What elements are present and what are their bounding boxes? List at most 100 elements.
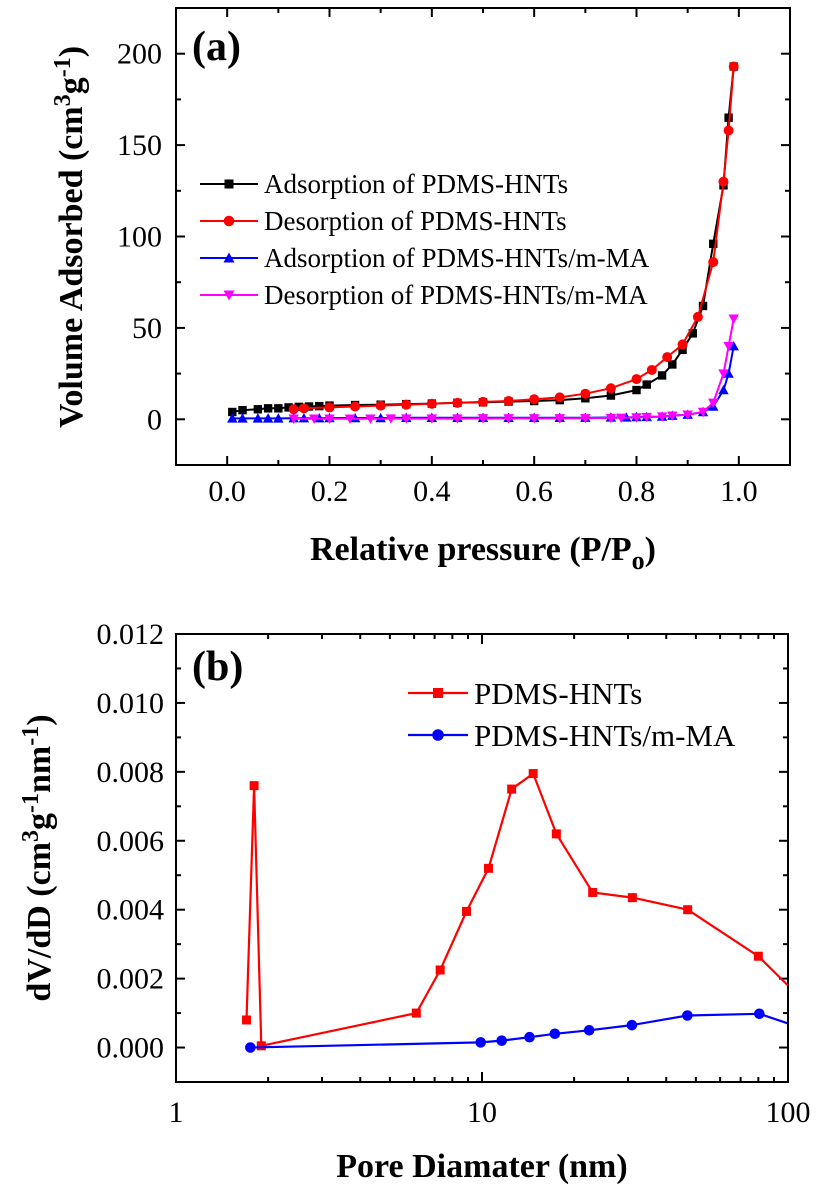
data-point [642,380,651,389]
legend-marker [433,688,443,698]
panel-label-a: (a) [192,24,241,70]
y-tick-label: 0.010 [97,687,165,720]
data-point [288,404,299,415]
data-point [274,404,283,413]
x-tick-label: 0.8 [618,475,656,508]
x-tick-label: 100 [766,1096,811,1129]
data-point [496,1035,508,1046]
data-point [605,413,617,424]
data-point [662,352,673,363]
y-tick-label: 200 [117,38,162,71]
data-point [754,1008,765,1020]
data-point [252,413,264,423]
data-point [656,412,668,422]
x-tick-label: 0.0 [208,475,246,508]
legend-label: Desorption of PDMS-HNTs [264,206,567,236]
data-point [708,257,719,268]
legend-label: PDMS-HNTs [474,676,642,711]
data-point [263,404,273,413]
data-point [615,413,627,424]
data-point [227,413,238,423]
data-point [728,340,739,351]
data-point [753,951,763,961]
data-point [631,413,642,423]
data-point [683,905,693,915]
data-point [273,413,284,423]
data-point [668,360,677,369]
series-3 [288,314,739,424]
data-point [298,413,310,423]
data-point [315,401,324,411]
data-point [411,1008,421,1018]
data-point [718,384,729,395]
y-tick-label: 0.006 [97,825,165,858]
x-tick-label: 1 [169,1096,184,1129]
data-point [698,301,708,311]
data-point [245,1042,256,1053]
chart-b-pore-distribution: 1 10 100 0.000 0.002 0.004 0.006 0.008 0.010 0.01… [18,618,811,1185]
data-point [350,401,361,412]
data-point [551,829,561,839]
data-point [253,405,263,414]
data-point [375,412,386,423]
legend: Adsorption of PDMS-HNTs Desorption of PDM… [200,169,650,310]
data-point [478,396,488,407]
y-tick-label: 100 [117,221,162,254]
data-point [728,314,739,324]
data-point [314,413,325,423]
data-point [401,414,412,424]
data-point [682,1010,693,1021]
x-axis-title: Pore Diamater (nm) [336,1148,627,1185]
data-point [723,125,734,136]
data-point [580,388,591,399]
data-point [724,113,733,122]
y-tick-label: 0.012 [97,618,165,651]
data-point [284,403,293,412]
y-tick-label: 0.008 [97,756,165,789]
data-point [298,403,309,414]
data-point [580,414,591,424]
legend-marker [223,215,235,227]
data-point [678,345,687,355]
data-point [288,414,299,424]
y-tick-label: 0 [147,403,162,436]
legend: PDMS-HNTs PDMS-HNTs/m-MA [408,676,736,753]
legend-marker [224,179,234,189]
data-point [723,341,734,352]
legend-marker [223,290,235,301]
data-point [503,414,514,424]
plot-frame [175,7,791,466]
data-point [344,414,356,424]
data-point [238,405,247,415]
data-point [529,394,540,405]
series-line [245,771,789,1048]
legend-label: Desorption of PDMS-HNTs/m-MA [264,280,648,310]
x-tick-label: 0.6 [515,475,553,508]
data-point [641,412,652,423]
data-point [626,1019,638,1031]
data-point [631,374,642,385]
data-point [483,863,493,873]
y-axis-title: dV/dD (cm3g-1nm-1) [18,714,58,1001]
data-point [667,411,678,421]
y-axis-title: Volume Adsorbed (cm3g-1) [50,46,90,428]
data-point [426,414,438,424]
series-0 [242,769,789,1051]
data-point [646,364,657,375]
legend-label: Adsorption of PDMS-HNTs [264,169,568,199]
data-point [549,1028,561,1040]
data-point [528,769,538,779]
data-point [554,392,565,403]
chart-a-isotherm: 0.0 0.2 0.4 0.6 0.8 1.0 0 50 100 150 200 Adsorption… [50,7,791,575]
data-point [228,407,237,417]
data-point [365,414,376,424]
x-tick-label: 0.2 [311,475,349,508]
data-point [718,176,729,187]
data-point [349,412,361,423]
y-tick-label: 0.002 [97,963,165,996]
data-point [435,965,445,975]
data-point [709,239,718,249]
y-tick-label: 0.000 [97,1032,165,1065]
data-point [524,1031,535,1043]
